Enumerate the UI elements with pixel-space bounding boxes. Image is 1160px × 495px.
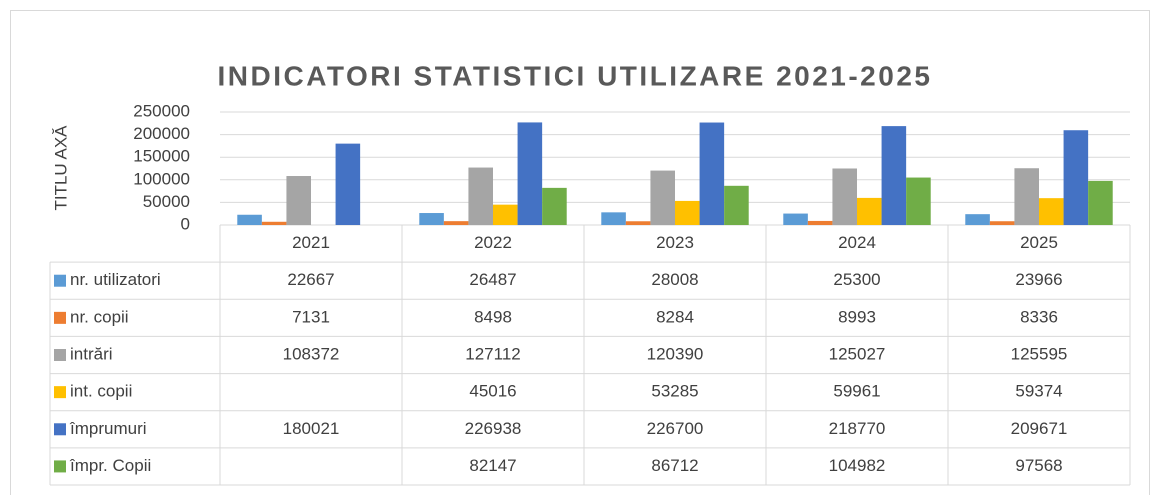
bar (724, 185, 749, 225)
bar (1088, 180, 1113, 225)
bar (650, 170, 675, 225)
table-cell: 125027 (829, 344, 886, 363)
chart-title: INDICATORI STATISTICI UTILIZARE 2021-202… (218, 60, 933, 91)
legend-label: împrumuri (69, 419, 147, 438)
table-cell: 25300 (833, 270, 880, 289)
bar (807, 220, 833, 225)
bar (881, 126, 907, 225)
bar (832, 168, 857, 225)
table-cell: 218770 (829, 419, 886, 438)
table-cell: 209671 (1011, 419, 1068, 438)
table-cell: 26487 (469, 270, 516, 289)
x-tick-label: 2023 (656, 233, 694, 252)
table-cell: 8993 (838, 307, 876, 326)
legend-key (54, 423, 66, 436)
y-tick-label: 250000 (133, 101, 190, 120)
legend-label: împr. Copii (69, 456, 151, 475)
legend-label: nr. utilizatori (70, 270, 161, 289)
bar (1063, 130, 1089, 225)
bar (1014, 168, 1039, 225)
table-cell: 8498 (474, 307, 512, 326)
bar (989, 221, 1015, 225)
legend-key (54, 311, 66, 324)
bar (468, 167, 493, 225)
bar (625, 221, 651, 225)
y-tick-label: 200000 (133, 124, 190, 143)
bar (699, 122, 725, 225)
y-tick-label: 0 (181, 214, 190, 233)
table-cell: 127112 (465, 344, 520, 363)
table-cell: 82147 (469, 456, 516, 475)
y-tick-label: 50000 (143, 192, 190, 211)
table-cell: 22667 (287, 270, 334, 289)
table-cell: 7131 (292, 307, 330, 326)
table-cell: 125595 (1011, 344, 1068, 363)
table-cell: 104982 (829, 456, 886, 475)
table-cell: 8336 (1020, 307, 1058, 326)
bar (783, 213, 808, 225)
bar (335, 143, 361, 225)
table-cell: 8284 (656, 307, 694, 326)
table-cell: 23966 (1015, 270, 1062, 289)
table-cell: 226700 (647, 419, 704, 438)
table-cell: 120390 (647, 344, 704, 363)
bar (419, 213, 444, 225)
legend-key (54, 274, 66, 287)
table-cell: 59961 (833, 382, 880, 401)
x-tick-label: 2024 (838, 233, 876, 252)
bar (493, 204, 518, 225)
table-cell: 86712 (651, 456, 698, 475)
table-cell: 226938 (465, 419, 522, 438)
table-cell: 28008 (651, 270, 698, 289)
x-tick-label: 2022 (474, 233, 512, 252)
legend-label: int. copii (70, 382, 132, 401)
bar (261, 221, 287, 225)
x-tick-label: 2025 (1020, 233, 1058, 252)
table-cell: 180021 (283, 419, 340, 438)
bar (857, 197, 882, 225)
legend-key (54, 386, 66, 399)
table-cell: 59374 (1015, 382, 1062, 401)
bar (237, 214, 262, 225)
bar (675, 200, 700, 225)
legend-key (54, 460, 66, 473)
table-cell: 97568 (1015, 456, 1062, 475)
bar (601, 212, 626, 225)
y-axis-label: TITLU AXĂ (51, 125, 70, 211)
legend-label: nr. copii (70, 307, 129, 326)
y-tick-label: 150000 (133, 147, 190, 166)
chart-border (10, 10, 1150, 495)
bar (443, 221, 469, 225)
table-cell: 45016 (469, 382, 516, 401)
bar (542, 187, 567, 225)
table-cell: 53285 (651, 382, 698, 401)
bar (286, 176, 311, 225)
bar (906, 177, 931, 225)
table-cell: 108372 (283, 344, 340, 363)
legend-key (54, 349, 66, 361)
bar (517, 122, 543, 225)
legend-label: intrări (70, 344, 113, 363)
bar (1039, 198, 1064, 225)
bar (965, 214, 990, 225)
y-tick-label: 100000 (133, 169, 190, 188)
x-tick-label: 2021 (292, 233, 330, 252)
